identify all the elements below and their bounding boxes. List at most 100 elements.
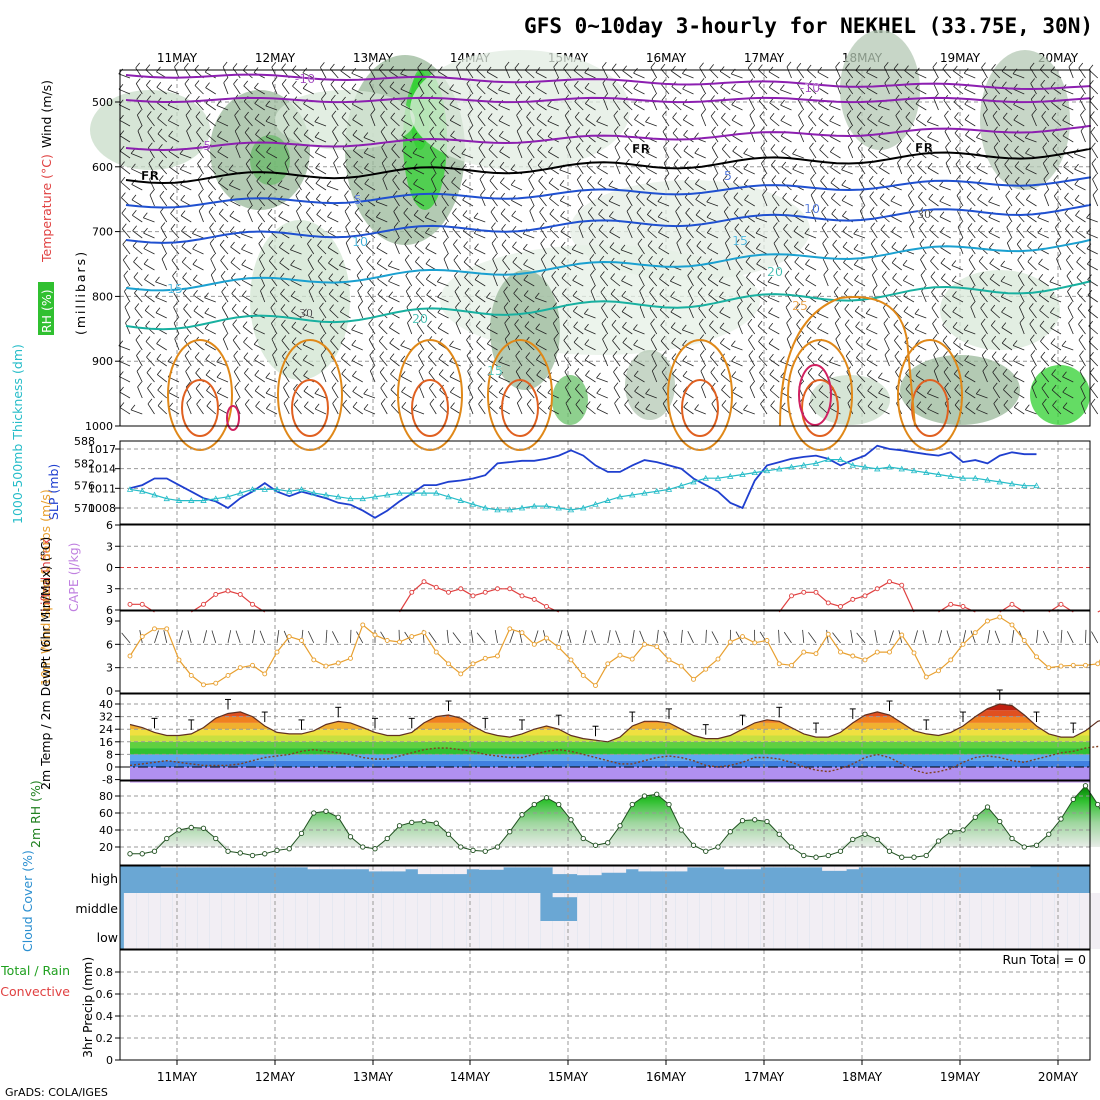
thickness-point	[322, 491, 330, 498]
wind-barb	[265, 120, 278, 127]
wind-barb	[453, 244, 462, 255]
wind-barb-flag	[271, 318, 276, 324]
wind-barb	[476, 356, 486, 367]
wind-barb	[266, 182, 278, 191]
wind-barb	[709, 69, 719, 79]
wind-barb	[611, 324, 621, 335]
wind-barb	[256, 180, 266, 191]
wind-barb	[732, 407, 743, 415]
wind-barb	[455, 322, 462, 335]
wind-barb	[978, 261, 988, 271]
wind-barb	[859, 195, 866, 207]
wind-barb-flag	[685, 207, 690, 214]
wind-barb-flag	[965, 160, 971, 167]
wind-barb	[688, 306, 694, 319]
wind-barb-flag	[1026, 194, 1031, 200]
wind-barb	[658, 247, 670, 255]
wind-barb	[757, 294, 768, 303]
cloud-gap	[907, 866, 921, 868]
wind-barb	[559, 169, 572, 175]
wind-barb	[769, 389, 780, 399]
wind-barb	[403, 228, 413, 239]
wind-barb	[596, 152, 608, 159]
wind-barb	[651, 354, 658, 367]
wind-barb-flag	[589, 254, 595, 260]
wind-barb-flag	[146, 367, 152, 373]
wind-barb-flag	[719, 338, 725, 344]
cloud-gap	[234, 866, 247, 868]
cloud-gap	[871, 866, 884, 868]
tick-label-thickness: 576	[74, 480, 95, 493]
wind-barb-flag	[548, 146, 553, 153]
isotherm-loop-25	[397, 339, 463, 451]
wind-barb	[662, 115, 670, 127]
wind-barb-flag	[121, 223, 127, 230]
cloud-gap	[479, 866, 492, 870]
wind-barb-flag	[905, 383, 911, 390]
wind-barb-flag	[1031, 365, 1036, 372]
wind-barb-flag	[710, 110, 716, 117]
wind-barb-flag	[759, 367, 764, 373]
wind-barb	[292, 101, 302, 111]
wind-barb-flag	[768, 82, 774, 88]
wind-barb	[204, 312, 216, 319]
wind-barb	[487, 343, 498, 351]
wind-barb	[302, 88, 314, 95]
cloud-gap	[797, 866, 810, 868]
wind-barb	[992, 115, 1001, 127]
wind-barb-flag	[206, 385, 211, 391]
wind-barb	[417, 83, 425, 95]
thickness-point	[874, 465, 881, 472]
wind-barb-flag	[991, 79, 997, 86]
wind-barb-flag	[884, 349, 890, 356]
wind-barb	[882, 291, 890, 303]
tick-label: 600	[92, 161, 113, 174]
wind-barb	[931, 307, 939, 319]
isotherm-loop-25	[787, 339, 853, 451]
wind-barb	[560, 246, 572, 255]
isotherm-label: 30	[917, 208, 931, 221]
wind-barb	[979, 292, 988, 303]
thickness-point	[494, 506, 501, 513]
wind-barb-flag	[651, 365, 657, 372]
cloud-gap	[834, 921, 847, 949]
wind-barb	[600, 291, 609, 303]
wind-barb-flag	[893, 319, 899, 326]
day-label-bottom: 12MAY	[255, 1070, 296, 1084]
wind-barb	[941, 293, 952, 303]
cloud-gap	[650, 921, 663, 949]
wind-barb	[147, 388, 155, 399]
wind-barb	[157, 374, 167, 383]
wind-barb-flag	[633, 83, 639, 89]
wind-barb	[401, 406, 412, 415]
wind-barb	[291, 326, 302, 335]
wind-barb-flag	[846, 110, 852, 116]
panel-frame	[119, 440, 1091, 525]
wind-barb	[303, 134, 314, 143]
wind-barb-flag	[475, 305, 481, 311]
wind-barb-flag	[757, 305, 762, 311]
wind-barb-flag	[524, 321, 530, 327]
wind-barb	[486, 328, 498, 335]
wind-barb-flag	[364, 163, 369, 169]
thickness-point	[543, 502, 550, 509]
wind-barb-flag	[893, 63, 899, 69]
lifted-index-point	[789, 593, 794, 599]
wind-barb	[1039, 309, 1050, 319]
wind-barb	[858, 163, 866, 175]
wind-barb-flag	[443, 253, 449, 260]
rh2m-point	[298, 830, 305, 837]
wind-barb	[633, 88, 645, 95]
wind-barb	[1003, 148, 1013, 159]
wind-barb-flag	[820, 175, 825, 182]
wind-barb-flag	[710, 95, 715, 101]
wind-barb-flag	[967, 223, 973, 229]
wind-barb	[503, 307, 511, 319]
wind-barb-flag	[744, 210, 750, 216]
wind-barb-flag	[759, 126, 765, 133]
wind-barb-flag	[1080, 109, 1085, 116]
wind-barb-flag	[426, 289, 431, 296]
thickness-point	[347, 495, 354, 502]
wind-barb	[185, 371, 192, 383]
wind-barb	[1064, 213, 1074, 223]
